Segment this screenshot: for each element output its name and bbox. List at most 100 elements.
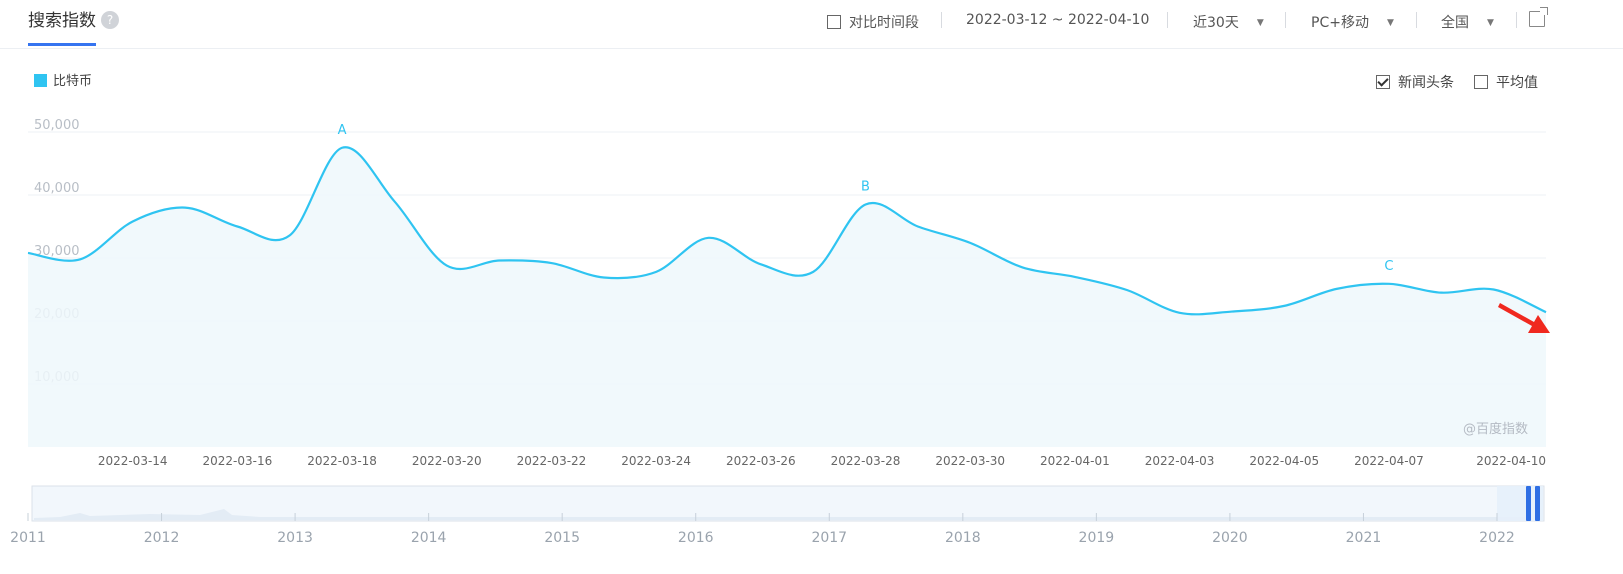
x-tick-label: 2022-04-03 [1145, 454, 1215, 468]
region-select[interactable]: 全国 ▼ [1441, 12, 1494, 32]
data-point[interactable] [1386, 281, 1392, 287]
red-arrow-icon [1498, 303, 1550, 333]
x-tick-label: 2022-03-16 [203, 454, 273, 468]
data-point[interactable] [810, 269, 816, 275]
x-tick-label: 2022-04-01 [1040, 454, 1110, 468]
compare-period-toggle[interactable]: 对比时间段 [827, 12, 919, 32]
average-toggle[interactable]: 平均值 [1474, 72, 1538, 92]
overview-year-label: 2021 [1346, 530, 1382, 546]
period-select-value: 近30天 [1193, 15, 1239, 31]
x-tick-label: 2022-03-30 [935, 454, 1005, 468]
data-point[interactable] [601, 275, 607, 281]
series-line [27, 146, 1547, 316]
data-point[interactable] [653, 269, 659, 275]
chevron-down-icon: ▼ [1256, 18, 1264, 28]
overview-year-label: 2022 [1479, 530, 1515, 546]
x-tick-label: 2022-03-20 [412, 454, 482, 468]
overview-year-label: 2012 [144, 530, 180, 546]
region-select-value: 全国 [1441, 15, 1469, 31]
tab-active-underline [28, 43, 96, 46]
device-select-value: PC+移动 [1311, 15, 1369, 31]
y-tick-label: 50,000 [34, 118, 80, 133]
data-point[interactable] [287, 232, 293, 238]
data-point[interactable] [758, 261, 764, 267]
help-icon[interactable]: ? [101, 11, 119, 29]
overview-year-label: 2014 [411, 530, 447, 546]
header-bar: 搜索指数 ? 对比时间段 2022-03-12 ~ 2022-04-10 近30… [0, 0, 1623, 49]
chevron-down-icon: ▼ [1487, 18, 1494, 28]
overview-year-label: 2015 [544, 530, 580, 546]
overview-year-label: 2017 [811, 530, 847, 546]
divider [1167, 12, 1168, 28]
device-select[interactable]: PC+移动 ▼ [1311, 12, 1394, 32]
average-label: 平均值 [1496, 75, 1538, 91]
data-point[interactable] [1543, 309, 1549, 315]
overview-year-label: 2020 [1212, 530, 1248, 546]
annotation-marker: C [1384, 259, 1393, 274]
data-point[interactable] [1229, 309, 1235, 315]
overview-year-label: 2011 [10, 530, 46, 546]
data-point[interactable] [130, 218, 136, 224]
overview-history-area [34, 509, 1525, 520]
legend-label: 比特币 [53, 74, 93, 89]
export-icon[interactable] [1529, 7, 1548, 27]
data-point[interactable] [863, 201, 869, 207]
data-point[interactable] [548, 260, 554, 266]
data-point[interactable] [1334, 286, 1340, 292]
data-point[interactable] [1072, 274, 1078, 280]
x-tick-label: 2022-04-10 [1476, 454, 1546, 468]
x-tick-label: 2022-03-22 [517, 454, 587, 468]
data-point[interactable] [1281, 303, 1287, 309]
x-tick-label: 2022-04-05 [1249, 454, 1319, 468]
x-tick-label: 2022-03-18 [307, 454, 377, 468]
data-point[interactable] [25, 250, 31, 256]
data-point[interactable] [391, 198, 397, 204]
x-tick-label: 2022-03-24 [621, 454, 691, 468]
data-point[interactable] [496, 258, 502, 264]
legend-swatch [34, 74, 47, 87]
news-toggle[interactable]: 新闻头条 [1376, 72, 1454, 92]
news-label: 新闻头条 [1398, 75, 1454, 91]
range-handle-right[interactable] [1535, 486, 1540, 521]
overview-year-label: 2013 [277, 530, 313, 546]
data-point[interactable] [1124, 287, 1130, 293]
data-point[interactable] [182, 205, 188, 211]
data-point[interactable] [967, 240, 973, 246]
data-point[interactable] [339, 145, 345, 151]
overview-track [31, 485, 1545, 522]
watermark: @百度指数 [1463, 422, 1529, 437]
divider [1285, 12, 1286, 28]
x-tick-label: 2022-03-28 [831, 454, 901, 468]
y-tick-label: 40,000 [34, 181, 80, 196]
range-handle-left[interactable] [1526, 486, 1531, 521]
annotation-marker: B [861, 179, 870, 194]
chart-legend[interactable]: 比特币 [34, 70, 92, 89]
series-area [28, 147, 1546, 447]
overview-year-label: 2016 [678, 530, 714, 546]
data-point[interactable] [1177, 310, 1183, 316]
divider [1516, 12, 1517, 28]
annotation-marker: A [338, 123, 347, 138]
compare-checkbox[interactable] [827, 15, 841, 29]
date-range-picker[interactable]: 2022-03-12 ~ 2022-04-10 [966, 12, 1150, 28]
data-point[interactable] [234, 224, 240, 230]
overview-year-label: 2019 [1079, 530, 1115, 546]
data-point[interactable] [1438, 290, 1444, 296]
x-tick-label: 2022-03-14 [98, 454, 168, 468]
divider [941, 12, 942, 28]
x-tick-label: 2022-04-07 [1354, 454, 1424, 468]
data-point[interactable] [1020, 264, 1026, 270]
overview-year-label: 2018 [945, 530, 981, 546]
news-checkbox[interactable] [1376, 75, 1390, 89]
data-point[interactable] [444, 263, 450, 269]
data-point[interactable] [1491, 287, 1497, 293]
compare-label: 对比时间段 [849, 15, 919, 31]
data-point[interactable] [77, 256, 83, 262]
tab-search-index[interactable]: 搜索指数 [28, 11, 96, 31]
data-point[interactable] [915, 224, 921, 230]
data-point[interactable] [705, 235, 711, 241]
y-tick-label: 30,000 [34, 244, 80, 259]
average-checkbox[interactable] [1474, 75, 1488, 89]
period-select[interactable]: 近30天 ▼ [1193, 12, 1264, 32]
